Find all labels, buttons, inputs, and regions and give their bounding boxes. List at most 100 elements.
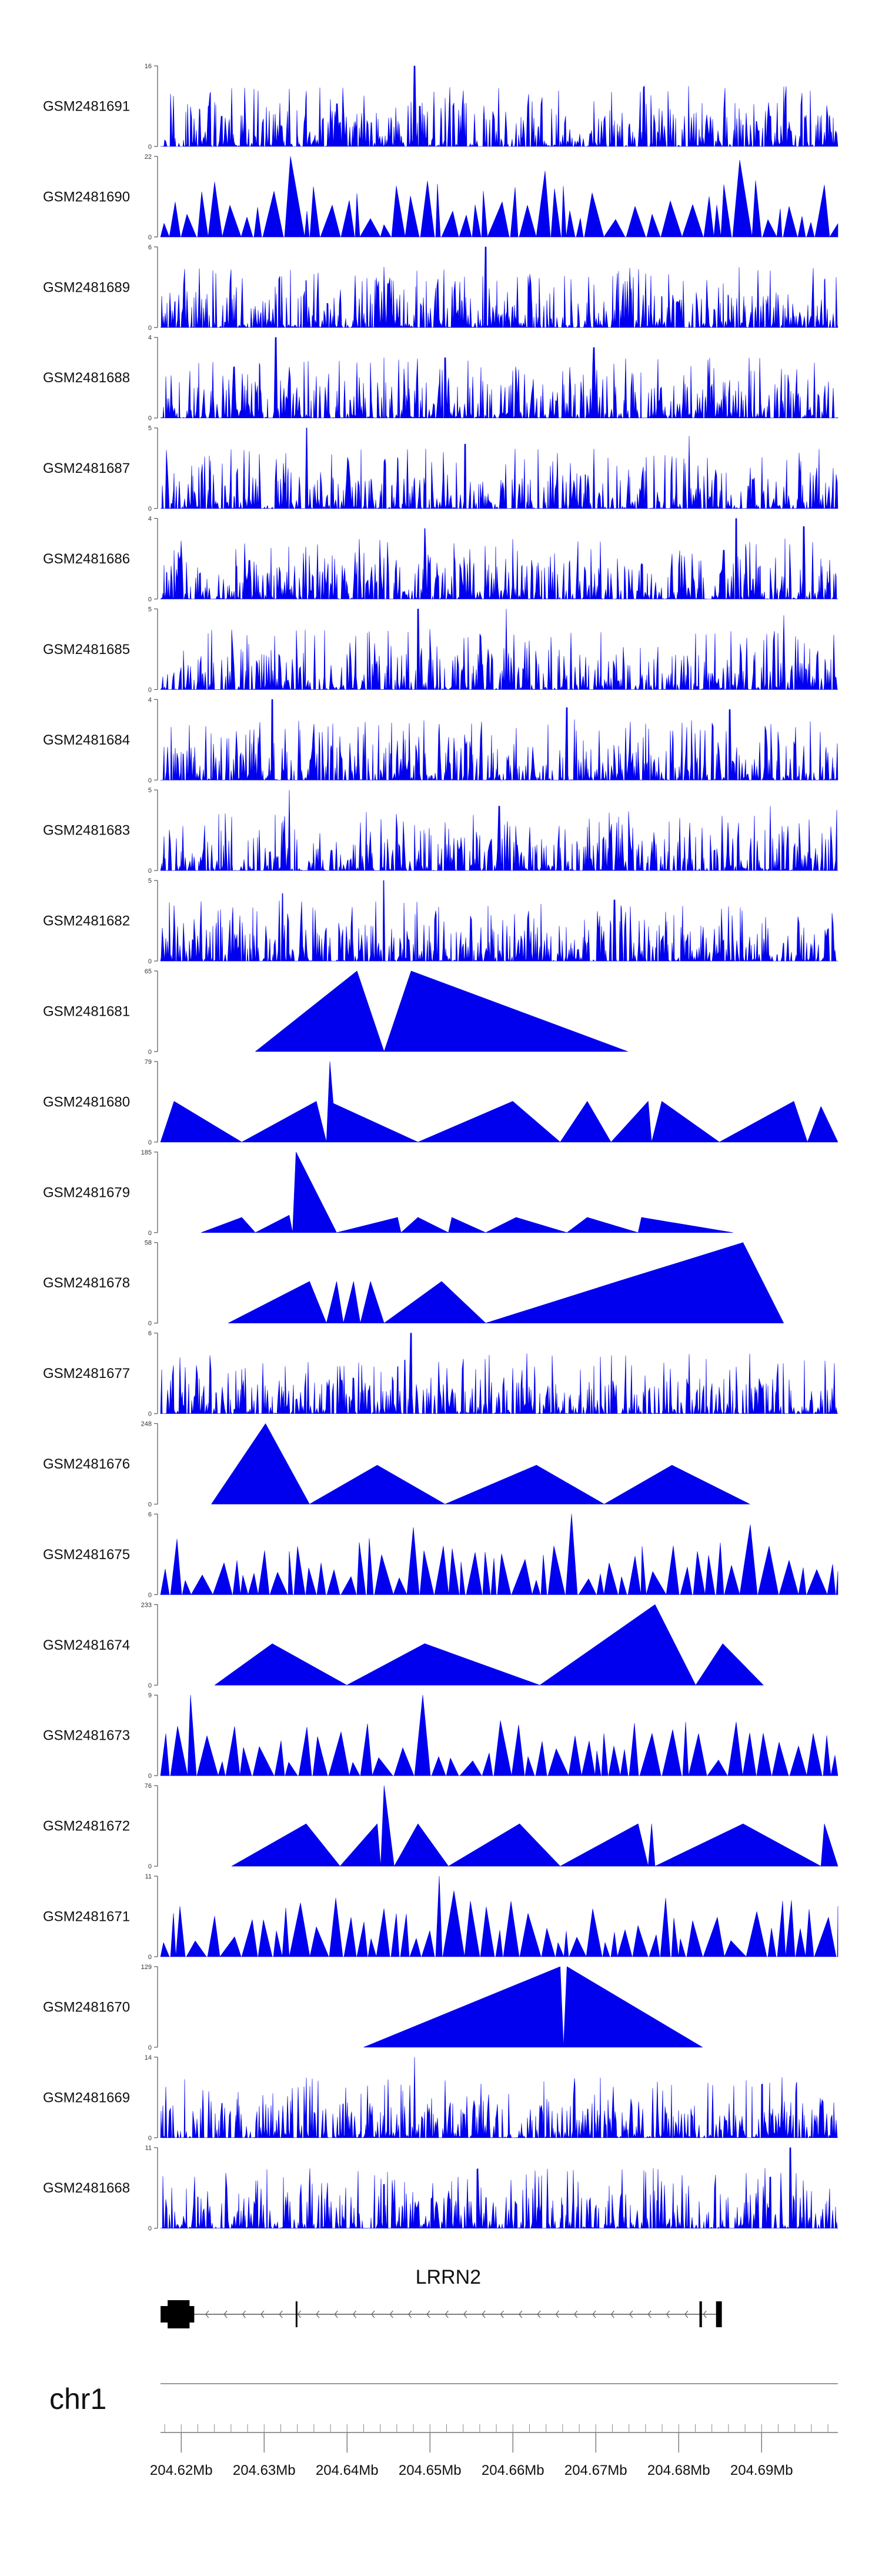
coverage-area bbox=[160, 518, 838, 599]
y-min-label: 0 bbox=[148, 1049, 152, 1056]
strand-arrow bbox=[610, 2310, 614, 2318]
coverage-area bbox=[231, 1785, 838, 1867]
y-max-label: 11 bbox=[145, 2145, 152, 2152]
coverage-area bbox=[363, 1966, 703, 2048]
y-min-label: 0 bbox=[148, 1320, 152, 1327]
y-min-label: 0 bbox=[148, 415, 152, 422]
y-max-label: 79 bbox=[145, 1059, 152, 1066]
strand-arrow bbox=[445, 2310, 449, 2318]
strand-arrow bbox=[389, 2310, 393, 2318]
strand-arrow bbox=[482, 2310, 486, 2318]
coverage-area bbox=[160, 2057, 838, 2138]
track: GSM2481682 5 0 bbox=[43, 877, 838, 965]
gene-annotation: LRRN2 bbox=[161, 2266, 722, 2328]
track: GSM2481689 6 0 bbox=[43, 244, 838, 332]
track-label: GSM2481680 bbox=[43, 1094, 130, 1110]
y-min-label: 0 bbox=[148, 2044, 152, 2051]
axis-tick-label: 204.65Mb bbox=[399, 2462, 462, 2478]
track-label: GSM2481677 bbox=[43, 1366, 130, 1382]
coverage-area bbox=[160, 65, 838, 147]
gene-exon bbox=[716, 2301, 722, 2327]
track: GSM2481674 233 0 bbox=[43, 1601, 764, 1689]
axis-tick-label: 204.63Mb bbox=[233, 2462, 296, 2478]
coverage-tracks: GSM2481691160GSM2481690220GSM248168960GS… bbox=[43, 63, 838, 2233]
y-min-label: 0 bbox=[148, 1501, 152, 1509]
y-min-label: 0 bbox=[148, 1591, 152, 1599]
track: GSM2481684 4 0 bbox=[43, 696, 838, 784]
strand-arrow bbox=[463, 2310, 467, 2318]
gene-exon bbox=[699, 2301, 702, 2327]
track-label: GSM2481672 bbox=[43, 1818, 130, 1834]
track-label: GSM2481682 bbox=[43, 913, 130, 929]
genome-axis: chr1 204.62Mb 204.63Mb 204.64Mb 204.65Mb 204… bbox=[49, 2383, 838, 2478]
coverage-area bbox=[160, 2147, 838, 2228]
coverage-area bbox=[160, 156, 838, 238]
y-min-label: 0 bbox=[148, 2135, 152, 2142]
y-min-label: 0 bbox=[148, 1139, 152, 1146]
coverage-area bbox=[160, 699, 838, 780]
coverage-area bbox=[228, 1242, 784, 1323]
strand-arrow bbox=[242, 2310, 246, 2318]
track: GSM2481673 9 0 bbox=[43, 1692, 838, 1780]
y-max-label: 4 bbox=[148, 335, 152, 342]
track: GSM2481680 79 0 bbox=[43, 1059, 838, 1146]
strand-arrow bbox=[537, 2310, 541, 2318]
y-min-label: 0 bbox=[148, 867, 152, 875]
track-label: GSM2481683 bbox=[43, 823, 130, 839]
y-min-label: 0 bbox=[148, 1954, 152, 1961]
y-max-label: 5 bbox=[148, 787, 152, 794]
track: GSM2481678 58 0 bbox=[43, 1240, 784, 1327]
y-min-label: 0 bbox=[148, 234, 152, 241]
y-max-label: 233 bbox=[141, 1601, 152, 1609]
track: GSM2481671 11 0 bbox=[43, 1873, 838, 1961]
strand-arrow bbox=[334, 2310, 338, 2318]
track-label: GSM2481689 bbox=[43, 279, 130, 295]
track-label: GSM2481676 bbox=[43, 1456, 130, 1472]
y-min-label: 0 bbox=[148, 325, 152, 332]
strand-arrow bbox=[260, 2310, 265, 2318]
y-min-label: 0 bbox=[148, 144, 152, 151]
track-label: GSM2481690 bbox=[43, 189, 130, 205]
coverage-area bbox=[255, 970, 629, 1052]
y-min-label: 0 bbox=[148, 1773, 152, 1780]
track: GSM2481687 5 0 bbox=[43, 425, 838, 513]
y-max-label: 6 bbox=[148, 1330, 152, 1337]
strand-arrow bbox=[592, 2310, 596, 2318]
track-label: GSM2481679 bbox=[43, 1184, 130, 1200]
y-max-label: 22 bbox=[145, 154, 152, 161]
y-max-label: 5 bbox=[148, 606, 152, 613]
y-max-label: 185 bbox=[141, 1149, 152, 1156]
strand-arrow bbox=[205, 2310, 209, 2318]
y-min-label: 0 bbox=[148, 1863, 152, 1870]
y-max-label: 58 bbox=[145, 1240, 152, 1247]
track: GSM2481686 4 0 bbox=[43, 516, 838, 603]
chromosome-label: chr1 bbox=[49, 2383, 106, 2415]
strand-arrow bbox=[647, 2310, 652, 2318]
y-max-label: 6 bbox=[148, 244, 152, 251]
strand-arrow bbox=[316, 2310, 320, 2318]
track: GSM2481668 11 0 bbox=[43, 2145, 838, 2233]
coverage-area bbox=[160, 1333, 838, 1414]
y-max-label: 11 bbox=[145, 1873, 152, 1880]
y-max-label: 6 bbox=[148, 1511, 152, 1518]
coverage-area bbox=[201, 1152, 733, 1233]
track: GSM2481691 16 0 bbox=[43, 63, 838, 151]
track: GSM2481685 5 0 bbox=[43, 606, 838, 693]
y-max-label: 65 bbox=[145, 968, 152, 975]
track: GSM2481688 4 0 bbox=[43, 335, 838, 422]
coverage-area bbox=[160, 428, 838, 509]
track: GSM2481675 6 0 bbox=[43, 1511, 838, 1599]
axis-tick-label: 204.69Mb bbox=[730, 2462, 793, 2478]
y-max-label: 9 bbox=[148, 1692, 152, 1699]
y-max-label: 4 bbox=[148, 696, 152, 703]
coverage-area bbox=[160, 1061, 838, 1143]
y-max-label: 129 bbox=[141, 1964, 152, 1971]
track-label: GSM2481691 bbox=[43, 99, 130, 115]
track-label: GSM2481671 bbox=[43, 1909, 130, 1925]
gene-exon bbox=[161, 2306, 195, 2323]
coverage-area bbox=[160, 1694, 838, 1776]
y-max-label: 5 bbox=[148, 425, 152, 432]
track-label: GSM2481670 bbox=[43, 1999, 130, 2015]
track-label: GSM2481678 bbox=[43, 1275, 130, 1291]
